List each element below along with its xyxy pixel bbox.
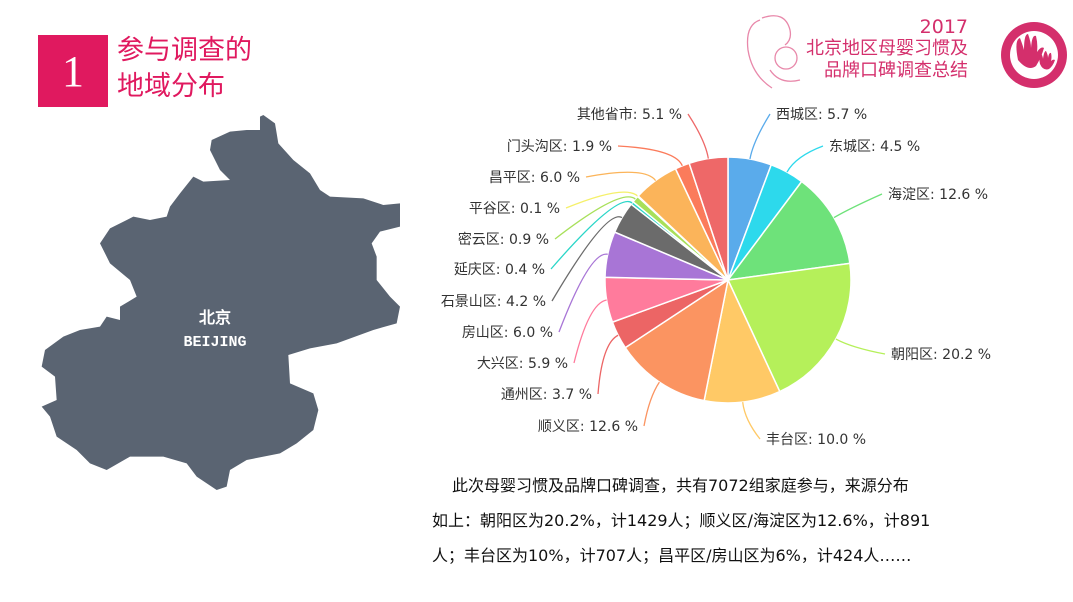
pie-label: 其他省市: 5.1 % <box>577 106 682 123</box>
pie-label: 密云区: 0.9 % <box>458 231 549 248</box>
map-label-cn: 北京 <box>199 308 231 327</box>
section-number: 1 <box>38 35 108 107</box>
pie-label: 海淀区: 12.6 % <box>888 187 988 203</box>
pie-label: 延庆区: 0.4 % <box>454 262 545 278</box>
pie-label-line <box>786 145 824 173</box>
brand-title: 2017 北京地区母婴习惯及 品牌口碑调查总结 <box>806 16 968 82</box>
summary-paragraph: 此次母婴习惯及品牌口碑调查，共有7072组家庭参与，来源分布 如上：朝阳区为20… <box>432 468 992 573</box>
pie-label-line <box>749 113 771 160</box>
pie-slice <box>726 180 851 281</box>
brand-year: 2017 <box>919 16 968 38</box>
pie-label: 朝阳区: 20.2 % <box>891 347 991 363</box>
pie-slice <box>703 277 781 404</box>
pie-label: 石景山区: 4.2 % <box>441 294 546 310</box>
pie-label-line <box>597 334 619 395</box>
summary-line: 如上：朝阳区为20.2%，计1429人；顺义区/海淀区为12.6%，计891 <box>432 511 931 530</box>
pie-label-line <box>565 191 639 209</box>
title-line-2: 地域分布 <box>117 71 225 102</box>
pie-slice <box>726 262 852 393</box>
pie-label-line <box>742 402 761 440</box>
pie-label-line <box>617 145 683 167</box>
pie-slice <box>688 156 729 281</box>
association-seal-logo <box>1001 22 1067 88</box>
pie-label-line <box>833 193 883 219</box>
pie-label-line <box>573 299 607 364</box>
pie-slice <box>624 278 730 402</box>
pie-label-line <box>643 381 660 427</box>
brand-line-2: 品牌口碑调查总结 <box>824 60 968 81</box>
pie-label-line <box>585 171 657 182</box>
pie-label: 平谷区: 0.1 % <box>469 201 560 217</box>
title-line-1: 参与调查的 <box>117 35 252 66</box>
pie-label-line <box>687 113 709 159</box>
summary-line: 人；丰台区为10%，计707人；昌平区/房山区为6%，计424人…… <box>432 546 912 565</box>
summary-line: 此次母婴习惯及品牌口碑调查，共有7072组家庭参与，来源分布 <box>452 476 909 495</box>
pie-chart: 西城区: 5.7 % 东城区: 4.5 % 海淀区: 12.6 % 朝阳区: 20.2… <box>441 106 991 448</box>
pie-label-line <box>554 196 636 240</box>
pie-label: 门头沟区: 1.9 % <box>507 139 612 155</box>
pie-label: 丰台区: 10.0 % <box>766 432 866 448</box>
beijing-map-shape <box>41 114 400 490</box>
mother-baby-logo-icon <box>746 15 801 89</box>
pie-label: 房山区: 6.0 % <box>462 325 553 341</box>
map-label-en: BEIJING <box>183 334 246 351</box>
pie-label: 东城区: 4.5 % <box>829 139 920 155</box>
page-title: 参与调查的 地域分布 <box>117 33 252 105</box>
pie-label-line <box>551 216 623 302</box>
pie-label: 昌平区: 6.0 % <box>489 170 580 186</box>
pie-label-line <box>835 338 886 355</box>
pie-label-line <box>558 253 608 333</box>
pie-label: 通州区: 3.7 % <box>501 387 592 403</box>
pie-label: 大兴区: 5.9 % <box>477 356 568 372</box>
pie-label: 顺义区: 12.6 % <box>538 419 638 435</box>
beijing-map <box>41 114 400 490</box>
pie-label-line <box>550 200 633 270</box>
brand-line-1: 北京地区母婴习惯及 <box>806 38 968 59</box>
pie-label: 西城区: 5.7 % <box>776 107 867 123</box>
